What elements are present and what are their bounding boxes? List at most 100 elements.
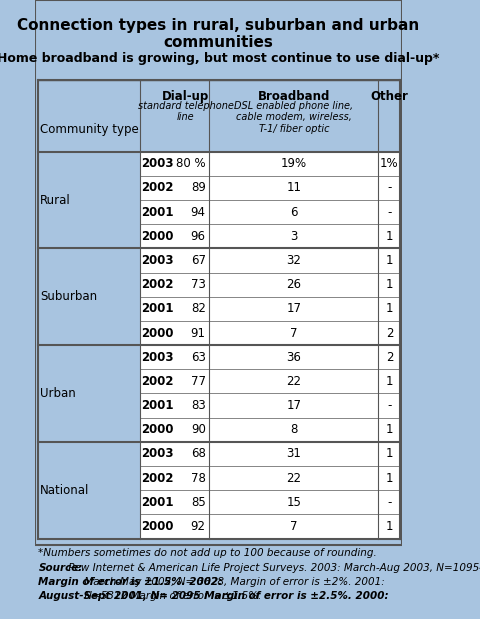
Text: 36: 36 [286,351,301,364]
Text: 26: 26 [286,278,301,291]
FancyBboxPatch shape [139,514,400,539]
FancyBboxPatch shape [139,297,400,321]
Text: March-May 2002, N= 3628, Margin of error is ±2%. 2001:: March-May 2002, N= 3628, Margin of error… [81,577,384,587]
Text: 2002: 2002 [141,375,174,388]
Text: 1: 1 [385,230,393,243]
Text: 2002: 2002 [141,181,174,194]
Text: 85: 85 [191,496,205,509]
Text: Pew Internet & American Life Project Surveys. 2003: March-Aug 2003, N=10954: Pew Internet & American Life Project Sur… [65,563,480,573]
Text: 32: 32 [286,254,301,267]
Text: 31: 31 [286,448,301,461]
Text: 2000: 2000 [141,520,174,533]
Text: 2: 2 [385,326,393,339]
Text: Connection types in rural, suburban and urban communities: Connection types in rural, suburban and … [17,18,419,50]
Text: 2001: 2001 [141,302,174,315]
Text: National: National [40,483,89,496]
Text: 22: 22 [286,375,301,388]
Text: 67: 67 [190,254,205,267]
Text: 2001: 2001 [141,399,174,412]
Text: -: - [386,496,391,509]
Text: Other: Other [370,90,408,103]
Text: 1: 1 [385,375,393,388]
Text: 1%: 1% [379,157,398,170]
Text: 2001: 2001 [141,206,174,219]
Text: 89: 89 [191,181,205,194]
Text: 2003: 2003 [141,351,174,364]
Text: DSL enabled phone line,
cable modem, wireless,
T-1/ fiber optic: DSL enabled phone line, cable modem, wir… [234,101,353,134]
FancyBboxPatch shape [139,152,400,176]
Text: 2000: 2000 [141,326,174,339]
Text: 94: 94 [190,206,205,219]
Text: 82: 82 [191,302,205,315]
Text: Community type: Community type [40,123,139,137]
Text: Urban: Urban [40,387,76,400]
Text: 77: 77 [190,375,205,388]
Text: *Numbers sometimes do not add up to 100 because of rounding.: *Numbers sometimes do not add up to 100 … [38,548,376,558]
Text: 19%: 19% [280,157,306,170]
Text: 2002: 2002 [141,472,174,485]
Text: 1: 1 [385,254,393,267]
Text: 63: 63 [191,351,205,364]
Text: -: - [386,181,391,194]
Text: 2: 2 [385,351,393,364]
Text: -: - [386,206,391,219]
FancyBboxPatch shape [139,248,400,272]
FancyBboxPatch shape [139,418,400,442]
Text: 2003: 2003 [141,254,174,267]
Text: 2001: 2001 [141,496,174,509]
Text: Source:: Source: [38,563,83,573]
FancyBboxPatch shape [139,490,400,514]
FancyBboxPatch shape [139,370,400,394]
Text: Home broadband is growing, but most continue to use dial-up*: Home broadband is growing, but most cont… [0,52,439,66]
Text: Margin of error is ±1.5%. 2002:: Margin of error is ±1.5%. 2002: [38,577,222,587]
Text: standard telephone
line: standard telephone line [137,101,233,123]
Text: 1: 1 [385,472,393,485]
FancyBboxPatch shape [139,321,400,345]
Text: 83: 83 [191,399,205,412]
Text: 11: 11 [286,181,301,194]
FancyBboxPatch shape [139,466,400,490]
Text: 1: 1 [385,520,393,533]
Text: N=5312 Margin of error is ±1.5%.: N=5312 Margin of error is ±1.5%. [81,591,261,600]
FancyBboxPatch shape [139,394,400,418]
Text: 3: 3 [289,230,297,243]
Text: Broadband: Broadband [257,90,329,103]
FancyBboxPatch shape [139,200,400,224]
Text: 91: 91 [190,326,205,339]
Text: 80 %: 80 % [176,157,205,170]
Text: Dial-up: Dial-up [162,90,209,103]
Text: -: - [386,399,391,412]
Text: 96: 96 [190,230,205,243]
FancyBboxPatch shape [139,224,400,248]
Text: 6: 6 [289,206,297,219]
Text: 17: 17 [286,399,301,412]
Text: 2003: 2003 [141,448,174,461]
Text: 92: 92 [190,520,205,533]
Text: 15: 15 [286,496,301,509]
Text: August-Sept 2001, N= 2095 Margin of error is ±2.5%. 2000:: August-Sept 2001, N= 2095 Margin of erro… [38,591,388,600]
Text: 78: 78 [191,472,205,485]
FancyBboxPatch shape [139,176,400,200]
Text: 7: 7 [289,520,297,533]
FancyBboxPatch shape [35,0,401,545]
Text: 1: 1 [385,448,393,461]
Text: Suburban: Suburban [40,290,97,303]
Text: 68: 68 [191,448,205,461]
Text: 17: 17 [286,302,301,315]
Text: 1: 1 [385,302,393,315]
FancyBboxPatch shape [139,442,400,466]
Text: 2003: 2003 [141,157,174,170]
FancyBboxPatch shape [139,272,400,297]
Text: 1: 1 [385,423,393,436]
Text: 2000: 2000 [141,230,174,243]
Text: 8: 8 [289,423,297,436]
Text: Rural: Rural [40,194,71,207]
Text: 2000: 2000 [141,423,174,436]
Text: 73: 73 [191,278,205,291]
Text: 22: 22 [286,472,301,485]
Text: 90: 90 [191,423,205,436]
FancyBboxPatch shape [139,345,400,370]
Text: 7: 7 [289,326,297,339]
Text: 1: 1 [385,278,393,291]
Text: 2002: 2002 [141,278,174,291]
